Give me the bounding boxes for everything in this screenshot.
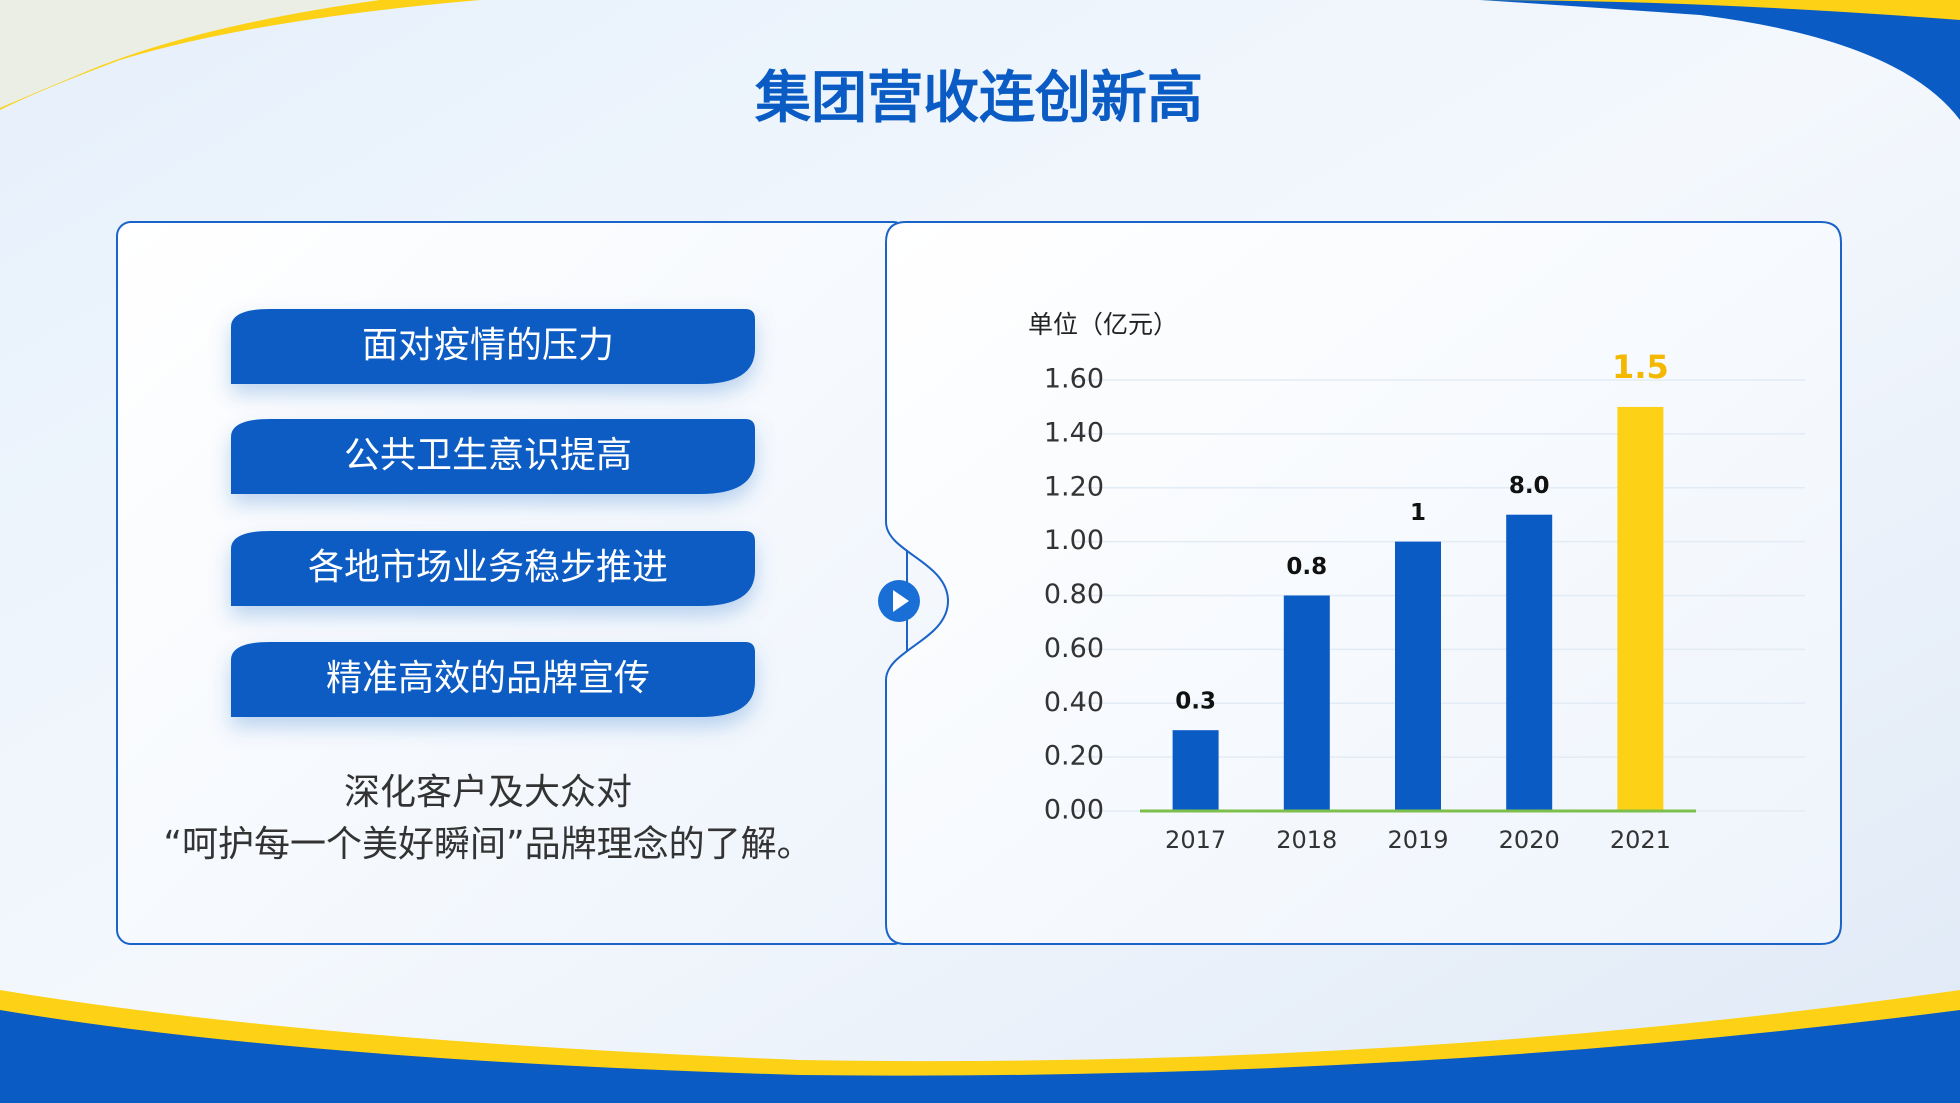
y-tick-label: 1.20 — [1044, 471, 1104, 502]
x-tick-label: 2021 — [1610, 826, 1671, 854]
bar — [1172, 730, 1219, 811]
data-label: 1.5 — [1612, 348, 1669, 386]
play-icon — [893, 590, 909, 612]
bar — [1506, 514, 1553, 811]
corner-light — [0, 0, 380, 108]
y-tick-label: 0.20 — [1044, 741, 1104, 772]
data-label: 1 — [1410, 500, 1426, 526]
bar — [1617, 406, 1664, 811]
x-tick-label: 2020 — [1499, 826, 1560, 854]
y-tick-label: 1.60 — [1044, 364, 1104, 395]
pill — [231, 642, 755, 717]
pill — [231, 419, 755, 494]
data-label: 0.3 — [1175, 689, 1216, 715]
data-label: 8.0 — [1509, 473, 1550, 499]
y-axis-label: 单位（亿元） — [1028, 310, 1178, 339]
pill-text: 公共卫生意识提高 — [344, 435, 632, 476]
slide-title: 集团营收连创新高 — [754, 66, 1203, 131]
pill — [231, 309, 755, 384]
pill-text: 面对疫情的压力 — [362, 325, 614, 366]
x-tick-label: 2018 — [1276, 826, 1337, 854]
bar — [1395, 541, 1441, 811]
y-tick-label: 1.40 — [1044, 417, 1104, 448]
corner-blue — [1480, 0, 1960, 120]
pill — [231, 531, 755, 606]
y-tick-label: 0.40 — [1044, 687, 1104, 718]
y-tick-label: 1.00 — [1044, 525, 1104, 556]
bottom-blue — [0, 1010, 1960, 1103]
chart-panel — [885, 221, 1842, 945]
y-tick-label: 0.00 — [1044, 795, 1104, 826]
pill-text: 各地市场业务稳步推进 — [308, 547, 668, 588]
note-line: 深化客户及大众对 — [344, 772, 632, 813]
bar — [1283, 595, 1330, 811]
x-tick-label: 2017 — [1165, 826, 1226, 854]
note-line: “呵护每一个美好瞬间”品牌理念的了解。 — [163, 824, 812, 865]
pill-text: 精准高效的品牌宣传 — [326, 658, 650, 699]
y-tick-label: 0.80 — [1044, 579, 1104, 610]
x-tick-label: 2019 — [1387, 826, 1448, 854]
y-tick-label: 0.60 — [1044, 633, 1104, 664]
data-label: 0.8 — [1286, 554, 1327, 580]
corner-yellow-right — [1480, 0, 1960, 20]
